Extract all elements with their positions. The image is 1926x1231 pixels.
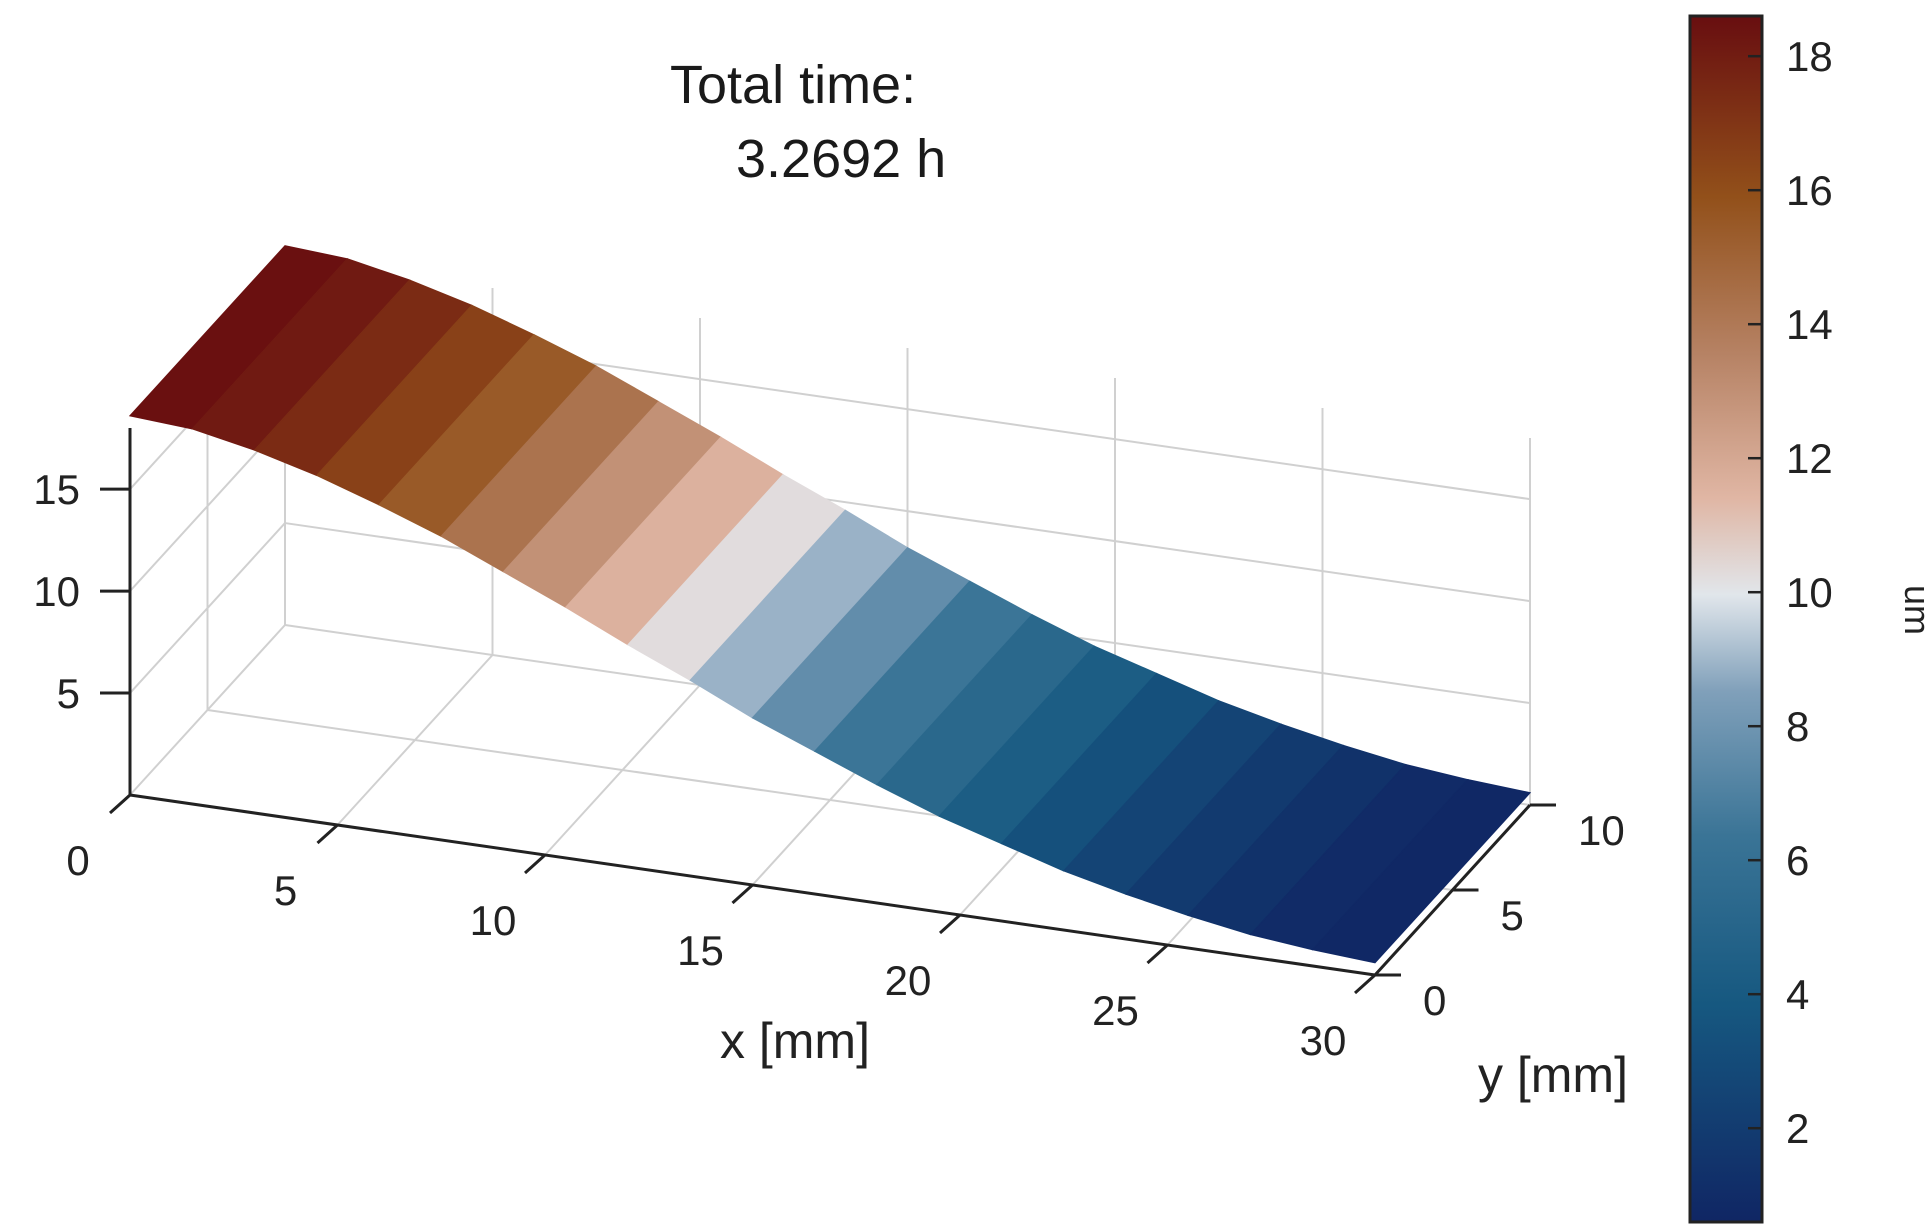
colorbar-tick-label: 12 — [1786, 435, 1833, 482]
surface-patch — [1311, 779, 1532, 964]
z-tick-label: 5 — [57, 670, 80, 717]
x-tick-label: 10 — [470, 897, 517, 944]
colorbar-tick-label: 10 — [1786, 569, 1833, 616]
x-tick-label: 15 — [677, 927, 724, 974]
x-tick-label: 5 — [274, 867, 297, 914]
y-tick-label: 0 — [1423, 977, 1446, 1024]
chart-title-line1: Total time: — [670, 55, 917, 115]
colorbar-tick-label: 6 — [1786, 837, 1809, 884]
x-axis-label: x [mm] — [720, 1013, 870, 1069]
x-tick — [731, 883, 754, 905]
colorbar-tick-label: 2 — [1786, 1105, 1809, 1152]
x-tick — [523, 853, 547, 875]
chart-title-line2: 3.2692 h — [736, 129, 947, 189]
x-tick — [316, 823, 339, 845]
x-tick — [108, 793, 132, 815]
tick-labels: 0 5 10 15 20 25 30 0 5 10 5 10 15 — [33, 466, 1624, 1064]
x-tick — [1353, 973, 1377, 995]
y-tick-label: 10 — [1578, 807, 1625, 854]
x-tick-label: 0 — [66, 837, 89, 884]
colorbar-tick-label: 14 — [1786, 301, 1833, 348]
z-tick-label: 10 — [33, 568, 80, 615]
surface-plot — [128, 245, 1532, 964]
z-tick-label: 15 — [33, 466, 80, 513]
y-axis-label: y [mm] — [1478, 1047, 1628, 1103]
colorbar-label: um — [1897, 585, 1926, 635]
colorbar-scale — [1688, 14, 1764, 1224]
colorbar-tick-label: 16 — [1786, 167, 1833, 214]
x-tick-label: 30 — [1300, 1017, 1347, 1064]
colorbar-tick-label: 4 — [1786, 971, 1809, 1018]
y-tick-label: 5 — [1501, 892, 1524, 939]
x-tick-label: 25 — [1092, 987, 1139, 1034]
colorbar-tick-label: 8 — [1786, 703, 1809, 750]
grid-line — [129, 522, 286, 694]
x-tick-label: 20 — [885, 957, 932, 1004]
x-tick — [938, 913, 962, 935]
colorbar-tick-label: 18 — [1786, 33, 1833, 80]
colorbar: 2 4 6 8 10 12 14 16 18 — [1688, 14, 1833, 1224]
x-tick — [1146, 943, 1169, 965]
